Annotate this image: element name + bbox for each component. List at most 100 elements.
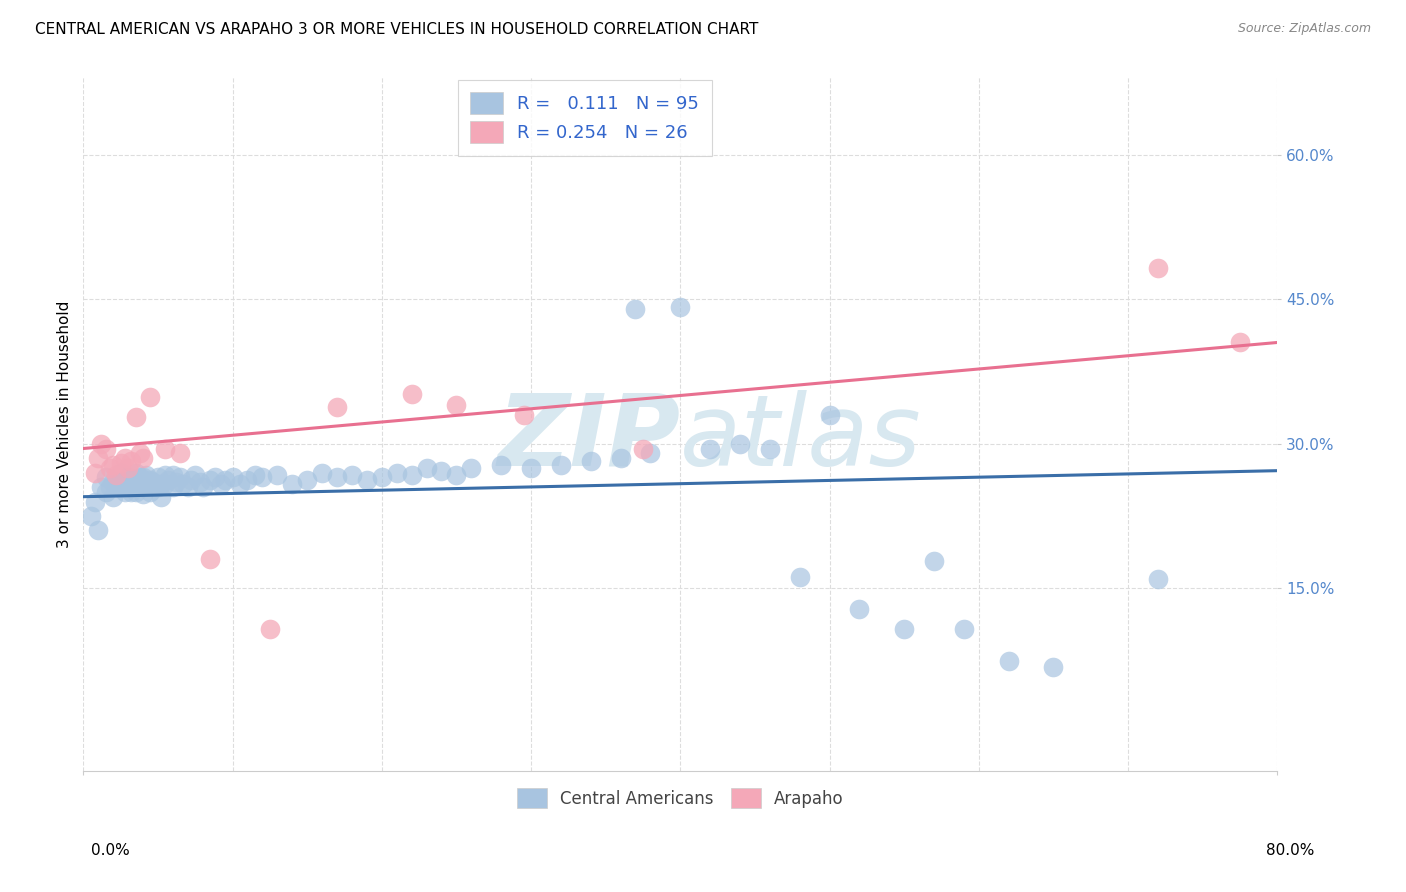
Point	[101, 458, 124, 472]
Point	[90, 436, 112, 450]
Point	[311, 466, 333, 480]
Point	[157, 473, 180, 487]
Point	[132, 487, 155, 501]
Point	[169, 446, 191, 460]
Point	[146, 470, 169, 484]
Point	[198, 552, 221, 566]
Point	[169, 470, 191, 484]
Point	[340, 467, 363, 482]
Point	[105, 475, 128, 490]
Point	[1229, 335, 1251, 350]
Point	[609, 451, 631, 466]
Point	[149, 490, 172, 504]
Point	[87, 524, 110, 538]
Point	[221, 470, 243, 484]
Point	[114, 484, 136, 499]
Point	[446, 467, 468, 482]
Point	[135, 467, 157, 482]
Point	[728, 436, 751, 450]
Point	[848, 602, 870, 616]
Point	[110, 456, 132, 470]
Point	[142, 475, 165, 490]
Point	[818, 408, 841, 422]
Point	[252, 470, 274, 484]
Point	[110, 466, 132, 480]
Point	[98, 480, 121, 494]
Point	[489, 458, 512, 472]
Point	[430, 464, 453, 478]
Point	[953, 622, 976, 636]
Point	[94, 484, 117, 499]
Point	[631, 442, 654, 456]
Text: CENTRAL AMERICAN VS ARAPAHO 3 OR MORE VEHICLES IN HOUSEHOLD CORRELATION CHART: CENTRAL AMERICAN VS ARAPAHO 3 OR MORE VE…	[35, 22, 758, 37]
Point	[180, 473, 202, 487]
Point	[385, 466, 408, 480]
Point	[124, 484, 146, 499]
Point	[129, 480, 152, 494]
Point	[94, 442, 117, 456]
Point	[460, 460, 482, 475]
Point	[204, 470, 226, 484]
Point	[229, 477, 252, 491]
Y-axis label: 3 or more Vehicles in Household: 3 or more Vehicles in Household	[58, 301, 72, 548]
Text: ZIP: ZIP	[498, 390, 681, 487]
Text: atlas: atlas	[681, 390, 922, 487]
Point	[114, 470, 136, 484]
Point	[259, 622, 281, 636]
Point	[132, 470, 155, 484]
Point	[124, 409, 146, 424]
Text: 0.0%: 0.0%	[91, 843, 131, 858]
Point	[184, 467, 207, 482]
Point	[209, 477, 232, 491]
Point	[80, 508, 103, 523]
Point	[94, 470, 117, 484]
Point	[155, 442, 177, 456]
Point	[520, 460, 543, 475]
Point	[579, 454, 602, 468]
Point	[129, 470, 152, 484]
Point	[162, 480, 184, 494]
Point	[105, 467, 128, 482]
Point	[1146, 572, 1168, 586]
Point	[98, 460, 121, 475]
Point	[139, 484, 162, 499]
Point	[997, 654, 1019, 668]
Point	[132, 480, 155, 494]
Point	[669, 300, 692, 314]
Point	[789, 570, 811, 584]
Point	[550, 458, 572, 472]
Point	[922, 554, 945, 568]
Point	[124, 475, 146, 490]
Point	[114, 451, 136, 466]
Point	[90, 480, 112, 494]
Point	[105, 480, 128, 494]
Point	[198, 473, 221, 487]
Point	[117, 480, 139, 494]
Point	[129, 446, 152, 460]
Point	[1042, 660, 1064, 674]
Point	[699, 442, 721, 456]
Point	[295, 473, 318, 487]
Point	[121, 477, 143, 491]
Point	[165, 475, 187, 490]
Point	[117, 460, 139, 475]
Point	[101, 490, 124, 504]
Point	[371, 470, 394, 484]
Point	[110, 475, 132, 490]
Point	[117, 470, 139, 484]
Point	[120, 475, 142, 490]
Point	[124, 466, 146, 480]
Point	[624, 301, 647, 316]
Point	[177, 480, 200, 494]
Point	[132, 451, 155, 466]
Point	[162, 467, 184, 482]
Point	[139, 391, 162, 405]
Point	[640, 446, 662, 460]
Point	[759, 442, 782, 456]
Point	[110, 480, 132, 494]
Point	[356, 473, 378, 487]
Point	[120, 484, 142, 499]
Point	[146, 480, 169, 494]
Point	[266, 467, 288, 482]
Point	[446, 398, 468, 412]
